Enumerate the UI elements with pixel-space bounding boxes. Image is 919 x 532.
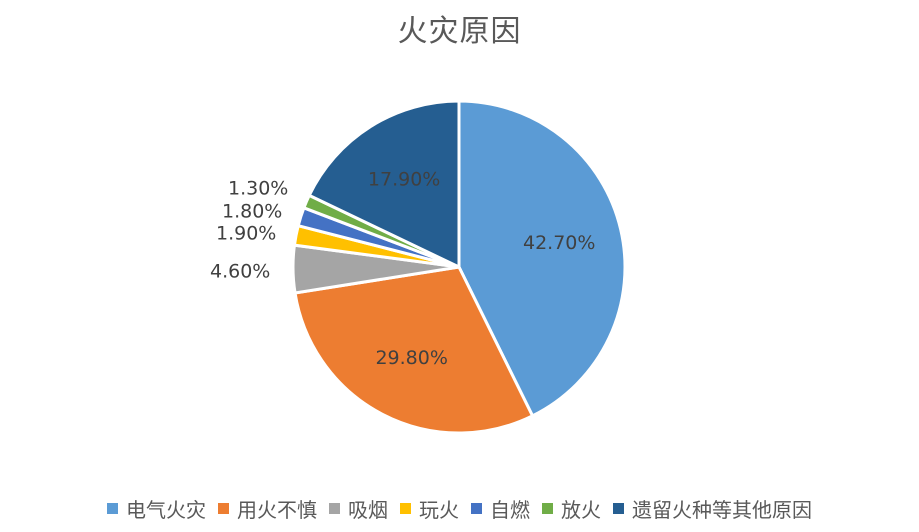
legend-label: 电气火灾	[126, 498, 206, 522]
legend-label: 用火不慎	[237, 498, 317, 522]
data-label-6: 1.30%	[228, 178, 288, 200]
legend-swatch	[471, 503, 482, 514]
pie-chart: 42.70% 29.80% 4.60% 1.90%1.80%1.30% 17.90%	[210, 99, 627, 435]
data-label-5: 1.80%	[222, 201, 282, 223]
data-label-2: 29.80%	[375, 347, 447, 369]
legend-swatch	[107, 503, 118, 514]
legend-item-5: 自燃	[471, 494, 530, 523]
legend-label: 遗留火种等其他原因	[632, 498, 812, 522]
legend-label: 自燃	[490, 498, 530, 522]
pie-slice-7	[307, 99, 461, 270]
data-label-7: 17.90%	[368, 168, 440, 190]
legend-swatch	[400, 503, 411, 514]
pie-slice-2	[293, 265, 535, 435]
legend: 电气火灾 用火不慎 吸烟 玩火 自燃 放火 遗留火种等其他原因	[0, 494, 919, 523]
legend-swatch	[329, 503, 340, 514]
legend-label: 吸烟	[348, 498, 388, 522]
data-label-1: 42.70%	[523, 232, 595, 254]
legend-item-4: 玩火	[400, 494, 459, 523]
legend-item-3: 吸烟	[329, 494, 388, 523]
legend-swatch	[218, 503, 229, 514]
data-label-3: 4.60%	[210, 261, 270, 283]
legend-item-2: 用火不慎	[218, 494, 317, 523]
pie-slice-1	[457, 99, 627, 418]
legend-item-7: 遗留火种等其他原因	[613, 494, 812, 523]
chart-title: 火灾原因	[397, 14, 522, 49]
legend-label: 放火	[561, 498, 601, 522]
legend-swatch	[613, 503, 624, 514]
legend-item-1: 电气火灾	[107, 494, 206, 523]
legend-swatch	[542, 503, 553, 514]
legend-label: 玩火	[419, 498, 459, 522]
data-label-4: 1.90%	[216, 223, 276, 245]
legend-item-6: 放火	[542, 494, 601, 523]
